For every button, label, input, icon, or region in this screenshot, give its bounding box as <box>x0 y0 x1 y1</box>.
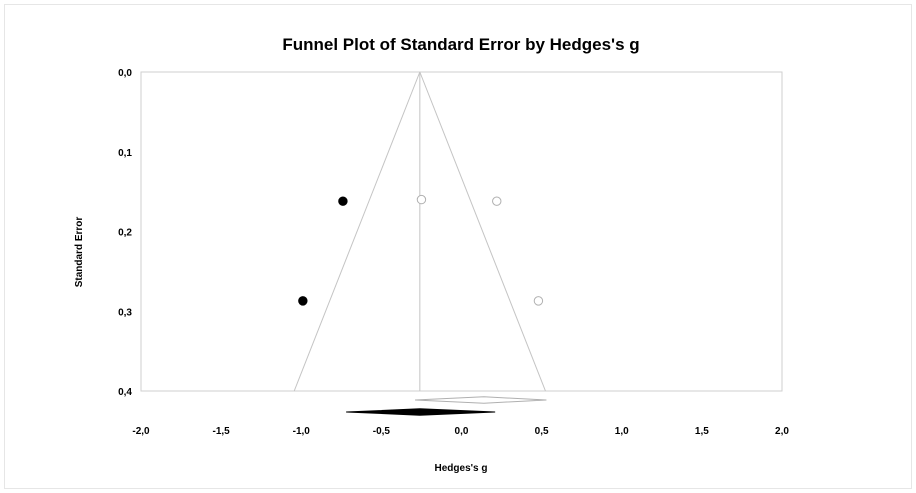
observed-study-point <box>298 296 308 306</box>
x-axis-label: Hedges's g <box>435 463 488 474</box>
funnel-left-line <box>293 71 421 392</box>
x-tick-label: 1,5 <box>695 426 709 437</box>
diamond-layer <box>346 396 547 416</box>
imputed-study-point <box>416 194 427 205</box>
chart-frame <box>4 4 912 489</box>
x-tick-label: -1,5 <box>213 426 231 437</box>
x-tick-label: 2,0 <box>775 426 789 437</box>
y-tick-label: 0,1 <box>118 148 132 159</box>
y-tick-label: 0,3 <box>118 307 132 318</box>
points-layer <box>298 194 544 306</box>
imputed-study-point <box>533 296 544 306</box>
observed-study-point <box>338 196 348 206</box>
observed-summary-diamond <box>346 408 496 416</box>
x-tick-label: -1,0 <box>293 426 311 437</box>
y-tick-label: 0,2 <box>118 228 132 239</box>
x-tick-label: -2,0 <box>132 426 150 437</box>
y-axis-label: Standard Error <box>74 217 85 288</box>
x-tick-label: 0,0 <box>455 426 469 437</box>
chart-title: Funnel Plot of Standard Error by Hedges'… <box>282 35 639 54</box>
x-tick-label: -0,5 <box>373 426 391 437</box>
funnel-right-line <box>419 71 546 392</box>
x-axis-ticks: -2,0 -1,5 -1,0 -0,5 0,0 0,5 1,0 1,5 2,0 <box>132 426 789 437</box>
y-tick-label: 0,4 <box>118 387 132 398</box>
y-tick-label: 0,0 <box>118 68 132 79</box>
x-tick-label: 1,0 <box>615 426 629 437</box>
x-tick-label: 0,5 <box>535 426 549 437</box>
plot-area <box>140 71 783 392</box>
funnel-layer <box>293 71 546 392</box>
y-axis-ticks: 0,0 0,1 0,2 0,3 0,4 <box>118 68 132 398</box>
adjusted-summary-diamond <box>415 396 547 404</box>
imputed-study-point <box>492 196 502 206</box>
